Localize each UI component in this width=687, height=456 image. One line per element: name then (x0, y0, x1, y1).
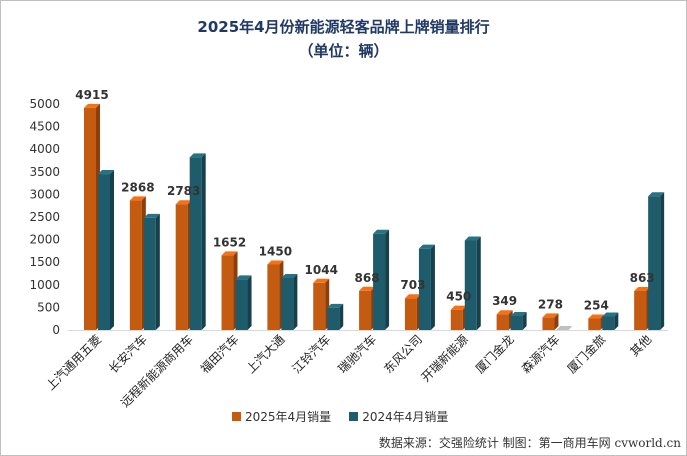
y-tick-label-4: 2000 (29, 233, 60, 247)
y-tick-label-6: 3000 (29, 187, 60, 201)
y-tick-label-3: 1500 (29, 255, 60, 269)
y-tick-label-1: 500 (37, 300, 60, 314)
chart-title: 2025年4月份新能源轻客品牌上牌销量排行 (197, 18, 490, 36)
data-label-12: 863 (630, 271, 655, 285)
legend-item-2024: 2024年4月销量 (349, 408, 448, 425)
data-label-4: 1450 (259, 244, 292, 258)
data-label-3: 1652 (213, 235, 246, 249)
data-label-7: 703 (400, 278, 425, 292)
bar-0-7 (404, 294, 421, 330)
bar-1-3 (235, 275, 252, 330)
data-label-10: 278 (538, 297, 563, 311)
bar-1-10 (556, 326, 573, 330)
y-tick-label-5: 2500 (29, 210, 60, 224)
data-label-11: 254 (584, 299, 609, 313)
legend-swatch-2025 (232, 412, 241, 421)
bar-1-7 (418, 244, 435, 330)
bar-1-2 (189, 153, 206, 330)
bar-1-8 (464, 236, 481, 330)
bar-0-5 (313, 278, 330, 330)
bar-1-6 (373, 229, 390, 330)
chart-subtitle: （单位：辆） (298, 42, 389, 60)
bar-0-2 (175, 200, 192, 330)
y-tick-label-10: 5000 (29, 97, 60, 111)
source-note: 数据来源：交强险统计 制图：第一商用车网 cvworld.cn (378, 436, 681, 450)
category-label-9: 厦门金龙 (472, 332, 517, 377)
bar-0-6 (359, 286, 376, 330)
legend-label-2024: 2024年4月销量 (362, 410, 449, 424)
data-label-1: 2868 (121, 180, 154, 194)
bar-0-9 (496, 310, 513, 330)
data-label-0: 4915 (75, 88, 108, 102)
bar-0-10 (542, 313, 559, 330)
category-label-4: 上汽大通 (243, 332, 288, 377)
data-label-5: 1044 (305, 263, 338, 277)
bar-0-3 (221, 251, 238, 330)
legend-swatch-2024 (349, 412, 359, 421)
category-label-12: 其他 (627, 332, 654, 359)
bar-0-12 (634, 286, 651, 330)
legend-item-2025: 2025年4月销量 (232, 408, 331, 425)
category-label-0: 上汽通用五菱 (43, 332, 105, 394)
legend: 2025年4月销量 2024年4月销量 (232, 408, 466, 425)
bar-0-0 (84, 103, 100, 330)
y-tick-label-8: 4000 (29, 142, 60, 156)
bar-1-0 (98, 170, 114, 330)
y-tick-label-7: 3500 (29, 165, 60, 179)
category-label-3: 福田汽车 (197, 332, 242, 377)
bar-1-5 (327, 303, 344, 330)
category-label-6: 瑞驰汽车 (335, 332, 380, 377)
y-axis: 0 500 1000 1500 2000 2500 3000 3500 4000 4500 5000 (29, 97, 668, 337)
y-tick-label-2: 1000 (29, 278, 60, 292)
bars (84, 103, 665, 330)
y-tick-label-0: 0 (52, 323, 60, 337)
bar-0-1 (129, 196, 146, 330)
data-label-2: 2783 (167, 184, 200, 198)
bar-1-1 (143, 213, 160, 330)
category-label-8: 开瑞新能源 (418, 332, 471, 385)
category-label-5: 江铃汽车 (289, 332, 334, 377)
bar-1-9 (510, 311, 527, 330)
bar-1-4 (281, 274, 298, 330)
category-label-7: 东风公司 (381, 332, 425, 376)
y-tick-label-9: 4500 (29, 120, 60, 134)
data-label-6: 868 (355, 271, 380, 285)
data-label-9: 349 (492, 294, 517, 308)
data-labels: 4915 2868 2783 1652 1450 1044 868 703 450 349 278 2… (75, 88, 654, 313)
bar-0-8 (450, 305, 467, 330)
legend-label-2025: 2025年4月销量 (245, 410, 332, 424)
category-label-10: 森源汽车 (518, 332, 563, 377)
category-label-1: 长安汽车 (105, 332, 150, 377)
category-label-11: 厦门金旅 (564, 332, 609, 377)
bar-1-12 (648, 192, 665, 330)
bar-0-4 (267, 260, 284, 330)
bar-1-11 (602, 312, 619, 330)
bar-0-11 (588, 314, 605, 330)
data-label-8: 450 (446, 290, 471, 304)
